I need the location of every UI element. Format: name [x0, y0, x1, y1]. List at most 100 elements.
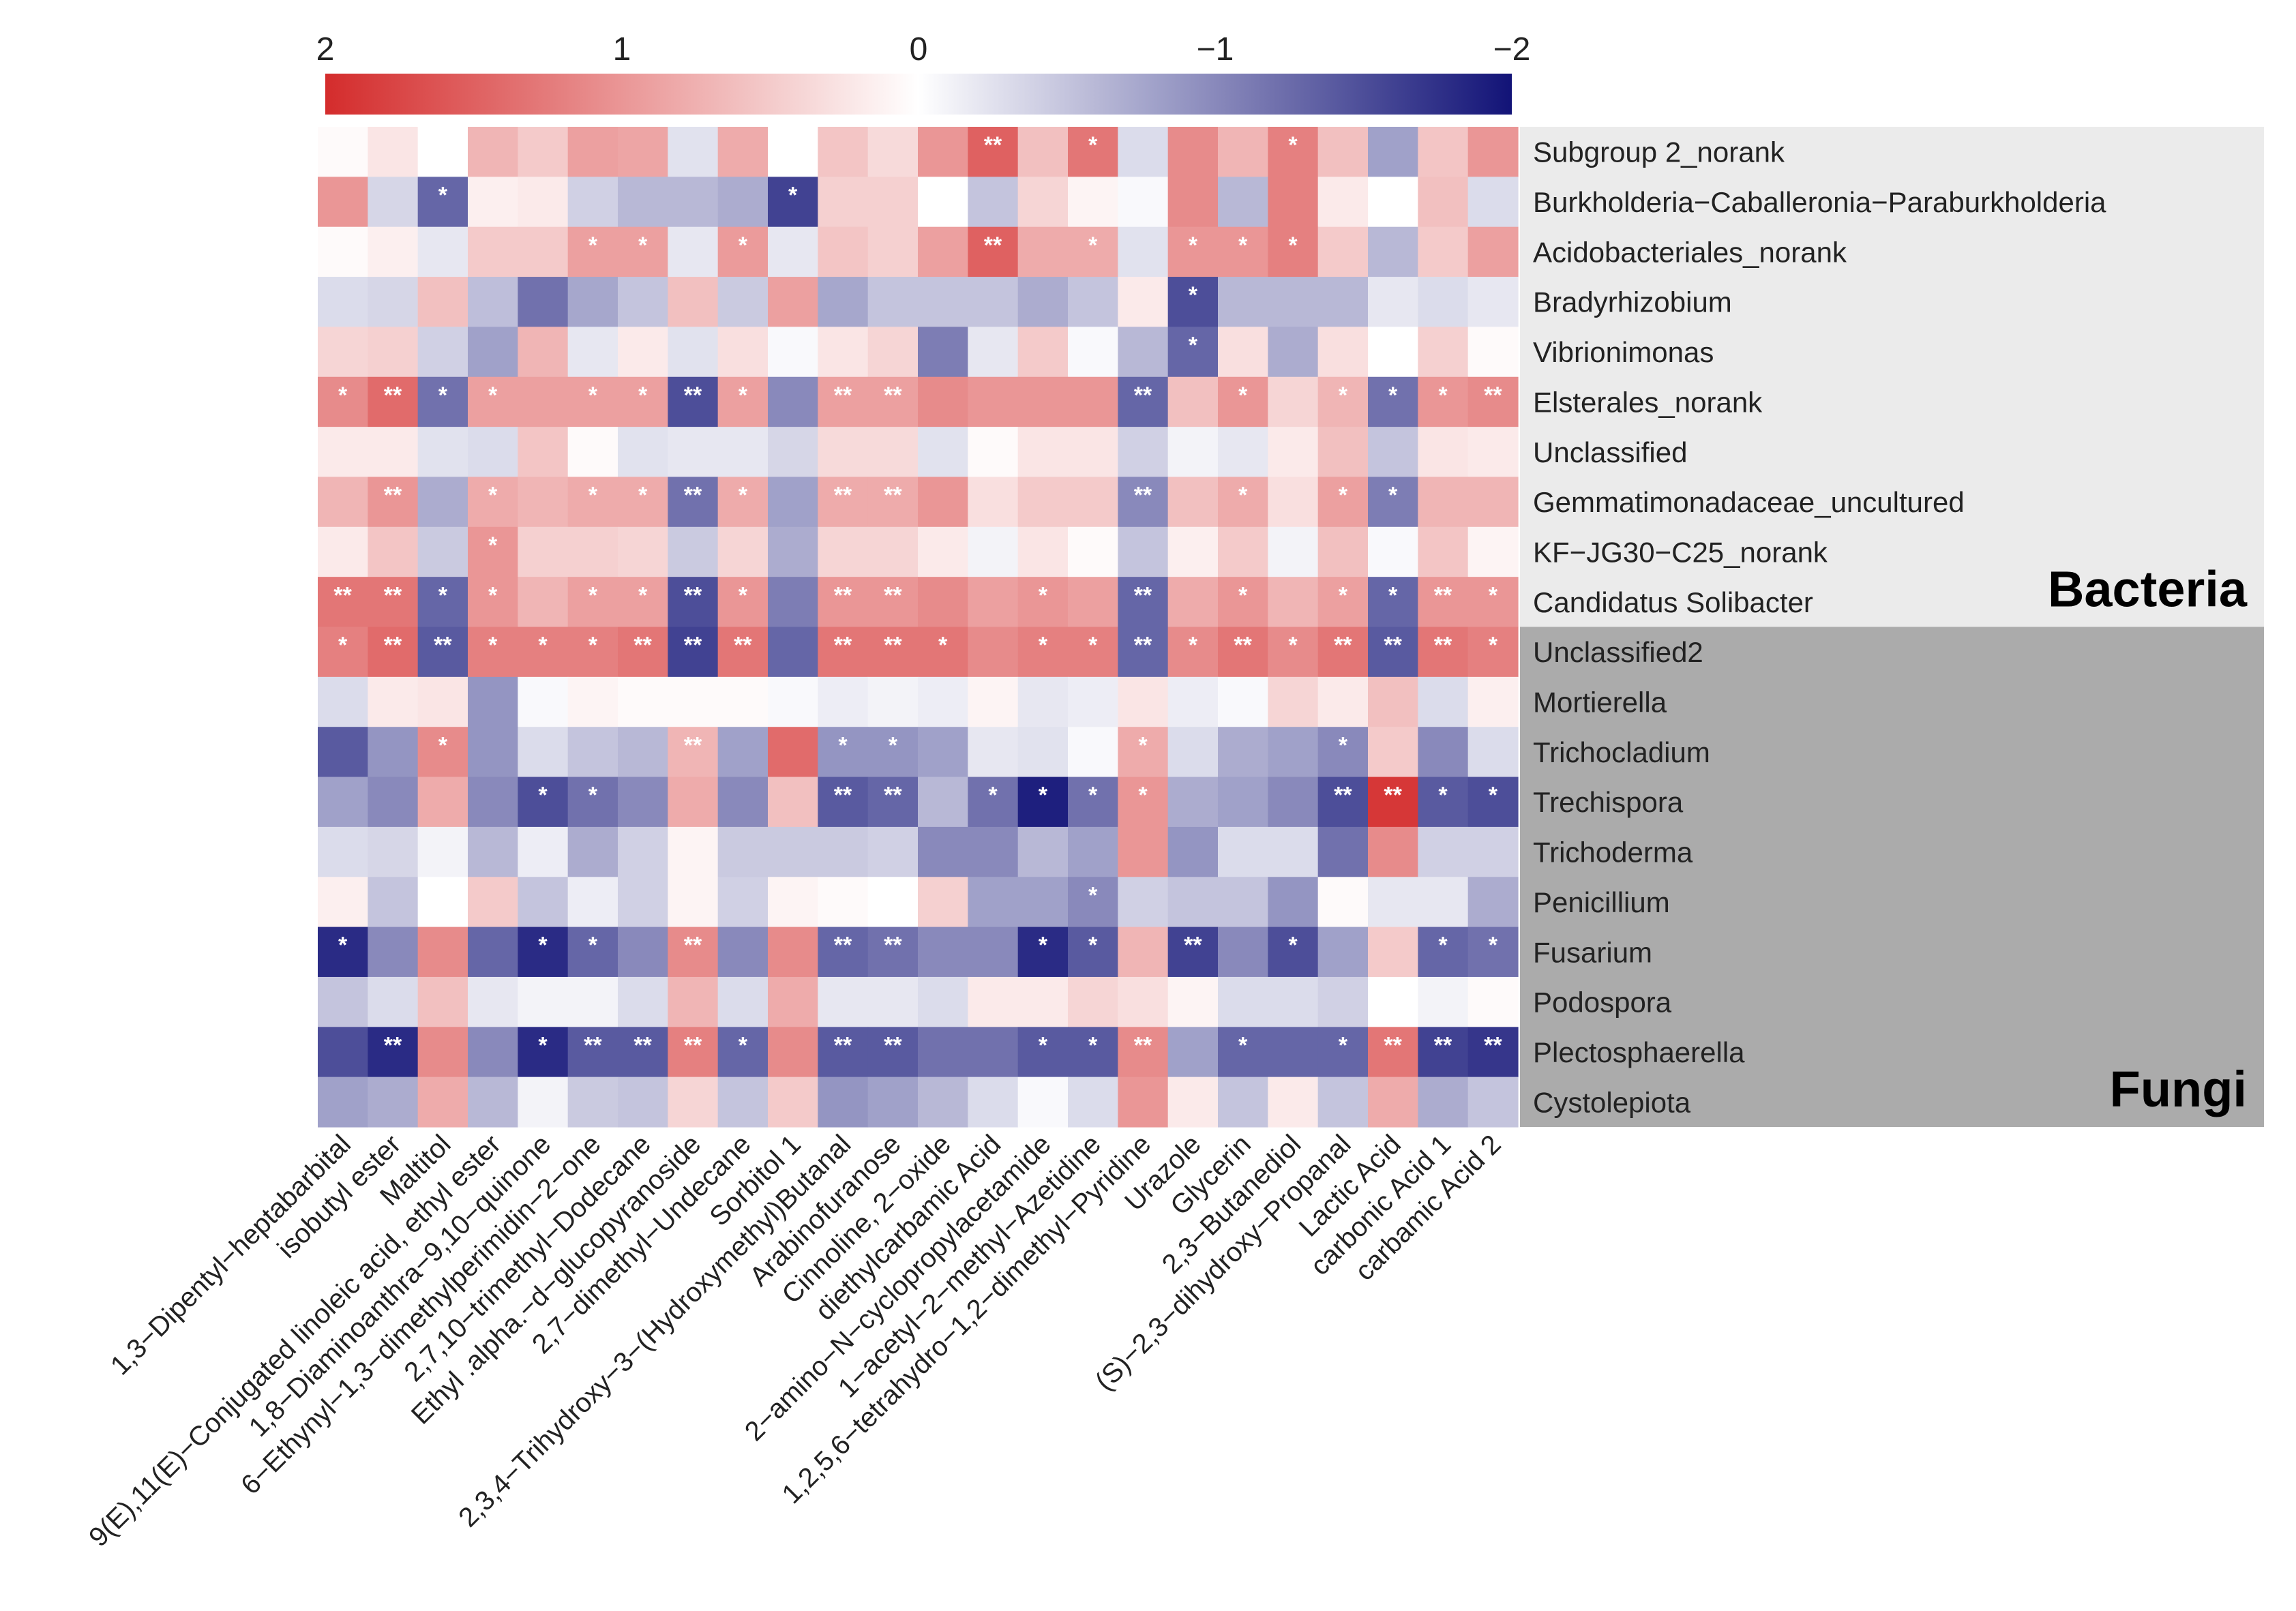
- heatmap-cell: [468, 127, 518, 177]
- significance-marker: *: [488, 633, 498, 659]
- heatmap-cell: [1418, 577, 1469, 628]
- row-label: Trechispora: [1533, 786, 1684, 818]
- significance-marker: *: [588, 232, 598, 258]
- significance-marker: **: [834, 1032, 852, 1058]
- heatmap-cell: [417, 1076, 468, 1128]
- heatmap-cell: [567, 277, 618, 327]
- heatmap-cell: [1118, 676, 1169, 727]
- heatmap-cell: [1268, 376, 1319, 427]
- heatmap-cell: [968, 627, 1019, 678]
- heatmap-cell: [1268, 577, 1319, 628]
- significance-marker: *: [438, 382, 448, 408]
- heatmap-cell: [1167, 976, 1219, 1027]
- heatmap-cell: [818, 1027, 869, 1078]
- heatmap-cell: [618, 727, 668, 778]
- color-scale-legend: 2 1 0 −1 −2: [316, 31, 1531, 115]
- heatmap-cell: [1368, 277, 1418, 327]
- heatmap-cell: [768, 1027, 818, 1078]
- heatmap-cell: [867, 927, 919, 978]
- heatmap-cell: [768, 277, 818, 327]
- heatmap-cell: [867, 676, 919, 727]
- heatmap-cell: [768, 976, 818, 1027]
- heatmap-cell: [518, 127, 569, 177]
- heatmap-cell: [1068, 526, 1118, 577]
- row-label: Cystolepiota: [1533, 1086, 1691, 1118]
- heatmap-cell: [417, 676, 468, 727]
- significance-marker: **: [984, 132, 1002, 158]
- heatmap-cell: [1118, 627, 1169, 678]
- significance-marker: *: [1088, 882, 1098, 908]
- heatmap-cell: [1017, 526, 1069, 577]
- heatmap-cell: [1368, 376, 1418, 427]
- heatmap-cell: [318, 1027, 368, 1078]
- significance-marker: *: [988, 783, 998, 809]
- significance-marker: *: [438, 182, 448, 208]
- heatmap-cell: [1467, 1027, 1519, 1078]
- heatmap-cell: [1118, 226, 1169, 277]
- heatmap-cell: [717, 1076, 769, 1128]
- heatmap-cell: [768, 327, 818, 378]
- heatmap-cell: [968, 727, 1019, 778]
- significance-marker: **: [884, 933, 902, 959]
- heatmap-cell: [1218, 1076, 1268, 1128]
- heatmap-cell: [1268, 1076, 1319, 1128]
- heatmap-cell: [1368, 877, 1418, 928]
- heatmap-cell: [1467, 927, 1519, 978]
- heatmap-cell: [1017, 676, 1069, 727]
- heatmap-cell: [518, 727, 569, 778]
- heatmap-cell: [468, 477, 518, 528]
- heatmap-cell: [417, 577, 468, 628]
- heatmap-cell: [1467, 777, 1519, 828]
- significance-marker: **: [1434, 633, 1452, 659]
- heatmap-cell: [1368, 127, 1418, 177]
- heatmap-cell: [1017, 877, 1069, 928]
- heatmap-cell: [1218, 976, 1268, 1027]
- heatmap-cell: [368, 877, 419, 928]
- significance-marker: *: [1189, 232, 1198, 258]
- significance-marker: **: [384, 633, 402, 659]
- heatmap-cell: [1268, 627, 1319, 678]
- heatmap-cell: [417, 226, 468, 277]
- heatmap-cell: [668, 526, 719, 577]
- heatmap-cell: [1268, 1027, 1319, 1078]
- heatmap-cell: [318, 826, 368, 877]
- heatmap-cell: [468, 226, 518, 277]
- significance-marker: *: [1039, 633, 1048, 659]
- significance-marker: *: [638, 483, 648, 509]
- heatmap-cell: [1317, 477, 1369, 528]
- heatmap-cell: [417, 976, 468, 1027]
- heatmap-cell: [668, 277, 719, 327]
- significance-marker: *: [1039, 582, 1048, 608]
- heatmap-cell: [1317, 826, 1369, 877]
- significance-marker: **: [1134, 633, 1152, 659]
- significance-marker: *: [1088, 933, 1098, 959]
- significance-marker: **: [1384, 633, 1402, 659]
- significance-marker: *: [1388, 483, 1398, 509]
- heatmap-cell: [518, 627, 569, 678]
- heatmap-cell: [1068, 927, 1118, 978]
- heatmap-cell: [717, 976, 769, 1027]
- heatmap-cell: [1467, 1076, 1519, 1128]
- significance-marker: **: [1234, 633, 1252, 659]
- heatmap-cell: [417, 777, 468, 828]
- heatmap-cell: [567, 327, 618, 378]
- heatmap-cell: [1467, 427, 1519, 478]
- heatmap-cell: [1418, 976, 1469, 1027]
- heatmap-cell: [717, 577, 769, 628]
- heatmap-cell: [768, 676, 818, 727]
- color-scale-tick-label: −2: [1493, 31, 1531, 67]
- heatmap-cell: [1467, 177, 1519, 228]
- heatmap-cell: [1017, 627, 1069, 678]
- heatmap-cell: [468, 676, 518, 727]
- heatmap-cell: [1218, 577, 1268, 628]
- heatmap-cell: [1467, 627, 1519, 678]
- heatmap-cell: [1118, 976, 1169, 1027]
- heatmap-cell: [1017, 477, 1069, 528]
- heatmap-cell: [768, 526, 818, 577]
- heatmap-cell: [1218, 826, 1268, 877]
- heatmap-cell: [1467, 877, 1519, 928]
- heatmap-cell: [867, 627, 919, 678]
- heatmap-cell: [518, 777, 569, 828]
- heatmap-cell: [1068, 826, 1118, 877]
- significance-marker: *: [338, 382, 348, 408]
